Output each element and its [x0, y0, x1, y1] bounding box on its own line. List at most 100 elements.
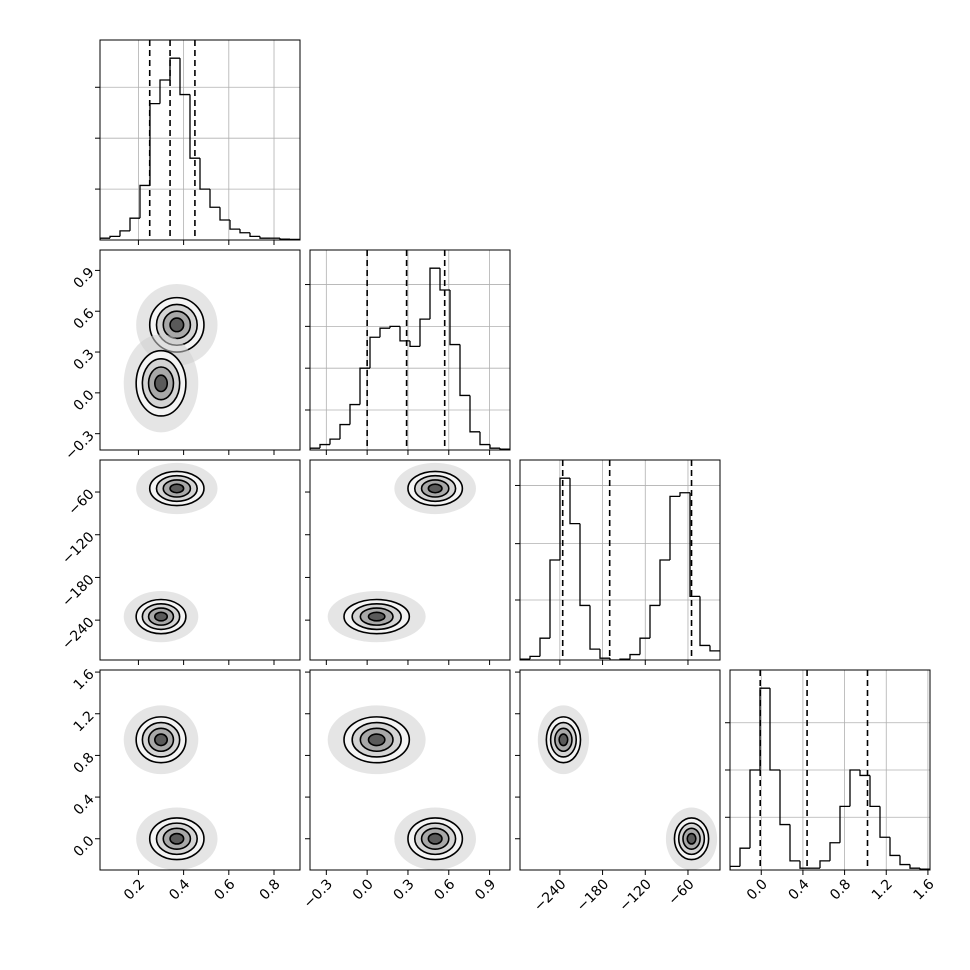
panel-frame	[519, 669, 721, 871]
hist-bin	[659, 559, 670, 606]
hist-bin	[109, 235, 120, 239]
panel-frame	[99, 39, 301, 241]
hist-bin	[559, 477, 570, 560]
hist-bin	[889, 837, 900, 857]
y-tick-label: 1.6	[71, 666, 98, 693]
hist-bin	[219, 207, 230, 221]
contour	[427, 832, 443, 845]
contour	[154, 733, 169, 747]
x-tick-label: 0.6	[211, 876, 238, 903]
contour	[169, 317, 185, 333]
x-tick-label: 0.4	[166, 876, 193, 903]
hist-bin	[709, 645, 720, 652]
panel-frame	[309, 669, 511, 871]
x-tick-label: 0.6	[431, 876, 458, 903]
y-tick-label: 0.9	[71, 265, 98, 292]
hist-bin	[239, 229, 250, 234]
contour	[427, 483, 443, 494]
x-tick-label: 0.8	[827, 876, 854, 903]
x-tick-label: −240	[531, 876, 570, 915]
contour	[154, 611, 169, 622]
hist-bin	[899, 855, 910, 866]
panel-frame	[309, 459, 511, 661]
panel	[327, 705, 476, 870]
panel-frame	[729, 669, 931, 871]
hist-bin	[339, 423, 350, 440]
hist-bin	[839, 805, 850, 843]
hist-bin	[329, 438, 340, 445]
x-tick-label: 0.8	[257, 876, 284, 903]
hist-bin	[679, 492, 690, 497]
x-tick-label: −60	[665, 876, 697, 908]
x-tick-label: 0.0	[350, 876, 377, 903]
hist-bin	[279, 238, 290, 240]
hist-bin	[449, 290, 460, 346]
hist-bin	[139, 184, 150, 219]
hist-bin	[599, 649, 610, 659]
hist-bin	[799, 860, 810, 869]
hist-bin	[249, 232, 260, 238]
hist-bin	[129, 217, 140, 231]
hist-bin	[319, 443, 330, 449]
x-tick-label: 0.3	[391, 876, 418, 903]
contour	[169, 832, 185, 845]
panel	[123, 462, 218, 643]
y-tick-label: 0.8	[71, 750, 98, 777]
hist-bin	[609, 658, 620, 660]
hist-bin	[359, 367, 370, 405]
hist-bin	[229, 220, 240, 230]
hist-bin	[730, 865, 740, 870]
y-tick-label: −0.3	[62, 428, 97, 463]
panel-frame	[309, 249, 511, 451]
x-tick-label: 0.0	[744, 876, 771, 903]
x-tick-label: 1.6	[911, 876, 938, 903]
y-tick-label: −240	[59, 614, 98, 653]
hist-bin	[369, 336, 380, 369]
hist-bin	[469, 395, 480, 433]
y-tick-label: 1.2	[71, 708, 98, 735]
hist-bin	[859, 770, 870, 777]
y-tick-label: 0.3	[71, 346, 98, 373]
panel	[100, 40, 300, 240]
hist-bin	[699, 596, 710, 647]
hist-bin	[520, 658, 530, 660]
hist-bin	[669, 495, 680, 560]
hist-bin	[399, 326, 410, 342]
hist-bin	[749, 769, 760, 849]
y-tick-label: 0.0	[71, 833, 98, 860]
y-tick-label: −120	[59, 529, 98, 568]
y-tick-label: 0.0	[71, 387, 98, 414]
x-tick-label: −120	[616, 876, 655, 915]
hist-bin	[779, 770, 790, 826]
hist-bin	[479, 431, 490, 446]
hist-bin	[919, 868, 930, 870]
contour	[686, 832, 697, 845]
hist-bin	[119, 230, 130, 237]
hist-bin	[629, 653, 640, 660]
contour	[169, 483, 185, 494]
hist-bin	[199, 158, 210, 190]
hist-bin	[829, 842, 840, 861]
hist-bin	[209, 189, 220, 208]
hist-bin	[149, 102, 160, 186]
hist-bin	[100, 237, 110, 240]
hist-bin	[539, 637, 550, 657]
hist-bin	[429, 267, 440, 320]
hist-bin	[439, 268, 450, 291]
hist-bin	[489, 444, 500, 449]
y-tick-label: −60	[65, 486, 97, 518]
contour	[558, 733, 569, 747]
hist-bin	[689, 492, 700, 598]
hist-bin	[649, 604, 660, 639]
panel	[730, 670, 930, 870]
contour	[367, 611, 386, 622]
hist-bin	[529, 655, 540, 660]
hist-bin	[179, 58, 190, 96]
hist-bin	[789, 824, 800, 862]
y-tick-label: 0.6	[71, 306, 98, 333]
hist-bin	[310, 447, 320, 450]
hist-bin	[639, 637, 650, 655]
contour	[367, 733, 386, 747]
hist-bin	[869, 775, 880, 808]
panel	[123, 705, 218, 870]
